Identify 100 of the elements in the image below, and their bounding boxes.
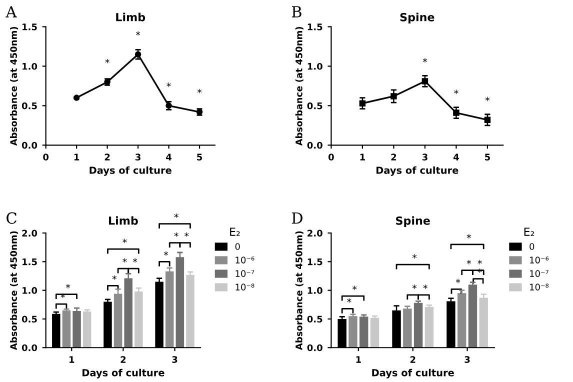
bar <box>348 316 358 348</box>
annotation: * <box>197 88 202 94</box>
y-axis-title: Absorbance (at 450nm) <box>295 26 304 146</box>
annotation: * <box>466 260 472 264</box>
y-tick-label: 0.5 <box>22 316 37 323</box>
point <box>390 93 397 100</box>
legend-label: 0 <box>235 243 240 250</box>
text: A <box>6 6 17 18</box>
bar <box>72 310 81 348</box>
annotation: * <box>478 260 482 264</box>
annotation: * <box>412 254 417 259</box>
chart-title: Spine <box>400 12 434 24</box>
y-tick-label: 0.0 <box>307 344 322 352</box>
point <box>359 100 366 106</box>
y-axis-title: Absorbance (at 450nm) <box>295 231 304 350</box>
legend-title: E₂ <box>524 228 534 236</box>
x-tick-label: 4 <box>453 154 459 160</box>
annotation: * <box>412 284 417 289</box>
bar <box>468 284 478 348</box>
x-tick-label: 5 <box>485 154 490 160</box>
y-tick-label: 1.0 <box>22 62 38 70</box>
annotation: * <box>347 298 352 303</box>
point <box>134 51 142 58</box>
x-tick-label: 3 <box>136 154 140 160</box>
x-tick-label: 2 <box>410 356 416 363</box>
legend-label: 10⁻⁷ <box>236 270 254 277</box>
x-tick-label: 3 <box>464 356 470 363</box>
text: C <box>6 212 17 224</box>
y-tick-label: 1.0 <box>308 62 322 70</box>
bar <box>186 274 194 348</box>
annotation: * <box>132 258 138 263</box>
x-tick-label: 2 <box>120 356 126 363</box>
x-tick-label: 1 <box>74 154 80 160</box>
y-tick-label: 0.0 <box>307 142 322 149</box>
y-tick-label: 1.5 <box>22 258 37 266</box>
annotation: * <box>466 234 472 239</box>
annotation: * <box>422 58 428 63</box>
y-tick-label: 1.0 <box>22 287 38 294</box>
annotation: * <box>122 238 127 244</box>
x-tick-label: 2 <box>104 154 110 160</box>
x-tick-label: 0 <box>43 154 49 160</box>
bar <box>414 302 423 348</box>
annotation: * <box>184 232 189 237</box>
x-tick-label: 1 <box>70 356 74 363</box>
annotation: * <box>166 82 171 87</box>
legend-label: 0 <box>530 243 534 250</box>
text: D <box>292 212 302 224</box>
bar <box>403 308 412 348</box>
annotation: * <box>423 284 428 289</box>
x-tick-label: 5 <box>197 154 202 160</box>
y-tick-label: 1.5 <box>308 24 322 30</box>
bar <box>370 318 380 348</box>
annotation: * <box>112 275 117 280</box>
x-tick-label: 1 <box>356 356 361 363</box>
annotation: * <box>122 258 127 263</box>
legend-label: 10⁻⁸ <box>530 284 549 290</box>
annotation: * <box>352 286 357 290</box>
point <box>484 116 491 124</box>
bar <box>124 278 132 348</box>
annotation: * <box>485 96 490 102</box>
x-tick-label: 4 <box>166 154 172 160</box>
point <box>453 110 460 116</box>
legend-label: 10⁻⁷ <box>530 270 548 277</box>
bar <box>134 291 143 348</box>
x-axis-title: Days of culture <box>376 166 458 176</box>
y-axis-title: Absorbance (at 450nm) <box>10 231 18 350</box>
chart-title: Limb <box>109 216 138 225</box>
x-tick-label: 3 <box>422 154 428 160</box>
y-tick-label: 0.5 <box>22 102 37 110</box>
y-tick-label: 0.0 <box>22 344 38 352</box>
legend-label: 10⁻⁶ <box>530 256 549 264</box>
chart-title: Limb <box>116 12 146 22</box>
x-tick-label: 2 <box>391 154 396 160</box>
y-tick-label: 2.0 <box>308 230 322 237</box>
bar <box>114 294 122 348</box>
y-tick-label: 1.0 <box>308 287 322 294</box>
annotation: * <box>174 232 178 237</box>
y-tick-label: 1.5 <box>22 24 37 30</box>
text: * <box>174 213 178 218</box>
legend-title: E₂ <box>230 228 240 236</box>
x-axis-title: Days of culture <box>82 368 164 378</box>
chart-title: Spine <box>396 216 430 227</box>
annotation: * <box>456 278 460 284</box>
bar <box>424 306 434 348</box>
y-tick-label: 0.5 <box>307 102 322 110</box>
annotation: * <box>454 90 458 94</box>
bar <box>165 271 174 348</box>
x-tick-label: 1 <box>360 154 365 160</box>
annotation: * <box>136 31 140 36</box>
legend-label: 10⁻⁸ <box>236 284 254 290</box>
x-tick-label: 3 <box>172 356 178 363</box>
x-tick-label: 0 <box>328 154 334 160</box>
bar <box>360 316 368 348</box>
bar <box>479 298 488 348</box>
y-axis-title: Absorbance (at 450nm) <box>10 26 18 146</box>
x-axis-title: Days of culture <box>372 368 454 378</box>
bar <box>176 257 184 348</box>
annotation: * <box>164 251 168 256</box>
text: B <box>292 6 302 18</box>
y-tick-label: 0.5 <box>307 316 322 323</box>
